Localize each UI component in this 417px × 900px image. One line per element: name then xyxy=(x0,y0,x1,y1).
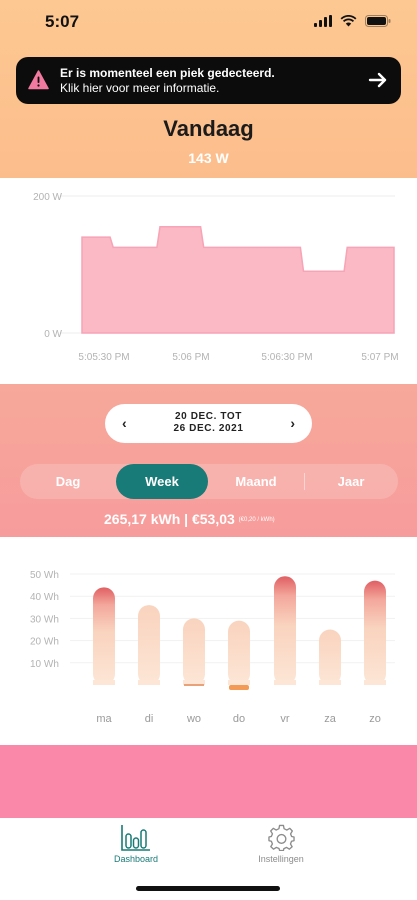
bar-di[interactable] xyxy=(138,605,160,685)
date-range-line-2: 26 DEC. 2021 xyxy=(173,423,244,434)
tab-jaar[interactable]: Jaar xyxy=(337,474,365,489)
period-panel: ‹ 20 DEC. TOT 26 DEC. 2021 › Dag Week Ma… xyxy=(0,384,417,537)
live-power-area xyxy=(81,226,395,334)
usage-total: 265,17 kWh | €53,03 xyxy=(104,511,235,527)
live-x-tick-label: 5:06:30 PM xyxy=(261,352,312,363)
bar-base xyxy=(138,680,160,685)
tab-week[interactable]: Week xyxy=(116,464,208,499)
current-power-value: 143 W xyxy=(188,150,229,166)
live-y-tick-label: 0 W xyxy=(44,329,62,340)
bar-base xyxy=(228,680,250,685)
y-tick-label: 20 Wh xyxy=(30,637,59,648)
y-tick-label: 50 Wh xyxy=(30,570,59,581)
today-title: Vandaag xyxy=(163,116,254,141)
status-bar: 5:07 xyxy=(0,0,417,48)
cellular-icon xyxy=(314,14,332,32)
x-tick-label: zo xyxy=(369,713,381,725)
chevron-left-icon[interactable]: ‹ xyxy=(122,415,127,431)
segment-divider xyxy=(304,473,305,490)
battery-icon xyxy=(365,14,391,32)
y-tick-label: 30 Wh xyxy=(30,614,59,625)
x-tick-label: vr xyxy=(280,713,290,725)
x-tick-label: di xyxy=(145,713,154,725)
date-range-line-1: 20 DEC. TOT xyxy=(175,411,242,422)
week-chart-svg: 50 Wh 40 Wh 30 Wh 20 Wh 10 Wh ma di wo do vr za zo xyxy=(30,570,395,725)
gear-icon xyxy=(268,823,295,856)
warning-icon xyxy=(28,70,49,95)
bar-wo[interactable] xyxy=(183,618,205,685)
usage-summary: 265,17 kWh | €53,03 (€0,20 / kWh) xyxy=(104,511,275,527)
tab-settings-label: Instellingen xyxy=(258,854,304,864)
bar-base xyxy=(93,680,115,685)
live-x-tick-label: 5:05:30 PM xyxy=(78,352,129,363)
bar-base xyxy=(274,680,296,685)
home-indicator xyxy=(136,886,280,891)
pink-section xyxy=(0,745,417,818)
bar-base xyxy=(364,680,386,685)
bar-do[interactable] xyxy=(228,620,250,685)
peak-alert-banner[interactable]: Er is momenteel een piek gedecteerd. Kli… xyxy=(16,57,401,104)
y-tick-label: 40 Wh xyxy=(30,592,59,603)
live-x-tick-label: 5:07 PM xyxy=(361,352,398,363)
price-per-kwh: (€0,20 / kWh) xyxy=(238,517,275,523)
banner-text: Er is momenteel een piek gedecteerd. Kli… xyxy=(60,66,275,96)
bar-chart-icon xyxy=(121,824,151,856)
weekly-bar-chart: 50 Wh 40 Wh 30 Wh 20 Wh 10 Wh ma di wo do vr za zo xyxy=(0,537,417,745)
bar-marker xyxy=(184,684,204,686)
banner-line-2: Klik hier voor meer informatie. xyxy=(60,81,220,95)
x-tick-label: do xyxy=(233,713,245,725)
date-range-picker[interactable]: ‹ 20 DEC. TOT 26 DEC. 2021 › xyxy=(105,404,312,443)
bar-zo[interactable] xyxy=(364,580,386,685)
bar-marker xyxy=(229,685,249,690)
x-tick-label: wo xyxy=(186,713,201,725)
bar-base xyxy=(319,680,341,685)
bar-vr[interactable] xyxy=(274,576,296,685)
wifi-icon xyxy=(340,14,357,32)
header-area: 5:07 Er is momenteel een piek gedecteerd… xyxy=(0,0,417,178)
y-tick-label: 10 Wh xyxy=(30,659,59,670)
x-tick-label: za xyxy=(324,713,337,725)
tab-dashboard-label: Dashboard xyxy=(113,854,159,864)
tab-settings[interactable]: Instellingen xyxy=(221,818,341,878)
live-x-tick-label: 5:06 PM xyxy=(172,352,209,363)
bar-base xyxy=(183,680,205,685)
status-icons xyxy=(314,14,391,32)
tab-dag[interactable]: Dag xyxy=(55,474,81,489)
x-tick-label: ma xyxy=(96,713,112,725)
status-time: 5:07 xyxy=(45,12,80,31)
tab-dashboard[interactable]: Dashboard xyxy=(76,818,196,878)
live-y-tick-label: 200 W xyxy=(33,192,62,203)
chevron-right-icon[interactable]: › xyxy=(290,415,295,431)
tab-maand[interactable]: Maand xyxy=(235,474,277,489)
banner-line-1: Er is momenteel een piek gedecteerd. xyxy=(60,66,275,80)
date-range-text: 20 DEC. TOT 26 DEC. 2021 xyxy=(105,411,312,435)
arrow-right-icon[interactable] xyxy=(368,70,388,95)
bar-ma[interactable] xyxy=(93,587,115,685)
bar-za[interactable] xyxy=(319,629,341,686)
live-power-chart: 200 W 0 W 5:05:30 PM 5:06 PM 5:06:30 PM 5:07 … xyxy=(0,178,417,384)
live-chart-svg: 200 W 0 W 5:05:30 PM 5:06 PM 5:06:30 PM 5:07 … xyxy=(33,192,399,363)
period-segmented-control: Dag Week Maand Jaar xyxy=(20,464,398,499)
